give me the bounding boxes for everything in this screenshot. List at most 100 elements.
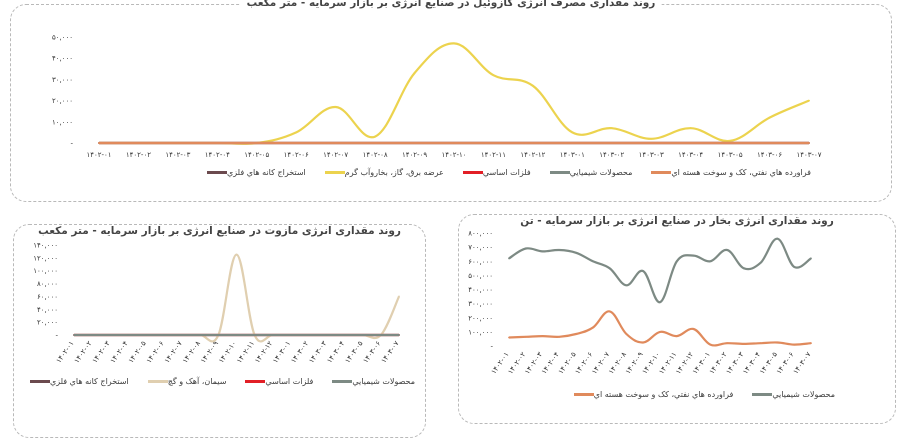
data-point [253, 334, 256, 336]
y-tick-label: ۱۰۰,۰۰۰ [468, 328, 493, 336]
data-point [492, 74, 495, 77]
data-point [163, 334, 166, 336]
series-line [508, 237, 812, 304]
x-tick-label: ۱۴۰۳-۰۷ [792, 350, 813, 375]
legend-item: استخراج کانه هاي فلزي [202, 168, 306, 177]
y-tick-label: ۳۰۰,۰۰۰ [468, 300, 493, 308]
chart-title: روند مقداری انرژی بخار در صنایع انرژی بر… [520, 215, 834, 227]
data-point [413, 72, 416, 74]
y-tick-label: ۴۰,۰۰۰ [52, 55, 73, 63]
data-point [709, 260, 712, 263]
data-point [235, 334, 238, 336]
data-point [531, 84, 534, 87]
data-point [768, 142, 771, 144]
x-tick-label: ۱۴۰۲-۱۱ [481, 151, 506, 159]
data-point [334, 106, 337, 108]
data-point [109, 334, 112, 336]
steam-line-chart: - ۱۰۰,۰۰۰ ۲۰۰,۰۰۰ ۳۰۰,۰۰۰ ۴۰۰,۰۰۰ ۵۰۰,۰۰۰ ۶۰۰,… [468, 230, 813, 376]
x-tick-label: ۱۴۰۲-۱۲ [520, 151, 545, 159]
data-point [689, 142, 692, 144]
x-tick-label: ۱۴۰۲-۰۲ [126, 151, 151, 159]
legend-label: عرضه برق، گاز، بخاروآب گرم [344, 168, 444, 177]
data-point [793, 343, 796, 346]
data-point [759, 261, 762, 264]
x-tick-label: ۱۴۰۲-۰۱ [86, 151, 111, 159]
data-point [625, 333, 628, 335]
data-point [508, 257, 510, 260]
data-point [675, 335, 678, 338]
mazut-line-chart: - ۲۰,۰۰۰ ۴۰,۰۰۰ ۶۰,۰۰۰ ۸۰,۰۰۰ ۱۰۰,۰۰۰ ۱۲۰,۰۰۰ ۱… [33, 242, 401, 365]
data-point [689, 127, 692, 130]
data-point [453, 42, 455, 45]
data-point [73, 334, 75, 336]
data-point [235, 253, 238, 256]
data-point [591, 260, 594, 263]
data-point [271, 334, 274, 336]
data-point [295, 131, 298, 134]
legend-item: فلزات اساسي [458, 168, 531, 177]
y-tick-label: ۲۰,۰۰۰ [52, 97, 73, 105]
data-point [692, 328, 695, 330]
data-point [729, 142, 732, 144]
data-point [343, 334, 346, 336]
data-point [768, 116, 771, 119]
legend-label: محصولات شيميايي [772, 390, 835, 399]
data-point [810, 257, 812, 260]
series-line [74, 253, 401, 343]
data-point [729, 139, 732, 142]
data-point [608, 310, 611, 313]
data-point [793, 266, 796, 268]
data-point [558, 249, 561, 251]
data-point [776, 341, 779, 344]
y-tick-label: ۵۰۰,۰۰۰ [468, 272, 493, 280]
legend-swatch [245, 380, 266, 383]
legend-swatch [549, 171, 570, 174]
mazut-chart-panel: روند مقداری انرژی مازوت در صنایع انرژی ب… [13, 224, 426, 438]
y-tick-label: ۵۰,۰۰۰ [52, 34, 73, 42]
legend-item: عرضه برق، گاز، بخاروآب گرم [320, 168, 444, 177]
x-tick-label: ۱۴۰۳-۰۳ [639, 151, 664, 159]
y-tick-label: ۲۰,۰۰۰ [37, 319, 58, 327]
data-point [808, 142, 810, 144]
data-point [709, 343, 712, 346]
x-tick-label: ۱۴۰۲-۰۶ [284, 151, 309, 159]
y-tick-label: ۱۲۰,۰۰۰ [33, 254, 58, 262]
data-point [610, 142, 613, 144]
x-tick-label: ۱۴۰۲-۰۹ [402, 151, 427, 159]
legend-label: محصولات شيميايي [569, 168, 633, 177]
x-tick-label: ۱۴۰۲-۱۰ [441, 151, 466, 159]
y-tick-label: - [490, 343, 493, 351]
chart-title: روند مقداری انرژی مازوت در صنایع انرژی ب… [38, 225, 401, 237]
legend-swatch [752, 393, 773, 396]
data-point [307, 334, 310, 336]
x-tick-label: ۱۴۰۳-۰۶ [757, 151, 782, 159]
legend-item: محصولات شيميايي [545, 168, 633, 177]
x-tick-label: ۱۴۰۲-۰۳ [165, 151, 190, 159]
legend-item: محصولات شيميايي [327, 377, 415, 386]
legend-label: محصولات شيميايي [352, 377, 415, 386]
x-tick-label: ۱۴۰۳-۰۱ [560, 151, 585, 159]
data-point [726, 342, 729, 345]
data-point [610, 127, 613, 130]
steam-chart-panel: روند مقداری انرژی بخار در صنایع انرژی بر… [458, 214, 896, 424]
data-point [759, 342, 762, 345]
data-point [127, 334, 130, 336]
legend-swatch [207, 171, 227, 174]
y-tick-label: ۴۰,۰۰۰ [37, 306, 58, 314]
y-tick-label: ۱۴۰,۰۰۰ [33, 242, 58, 250]
data-point [575, 251, 578, 254]
legend-swatch [29, 380, 50, 383]
gasoil-line-chart: - ۱۰,۰۰۰ ۲۰,۰۰۰ ۳۰,۰۰۰ ۴۰,۰۰۰ ۵۰,۰۰۰ ۱۴۰۲-۰۱ ۱۴… [52, 34, 822, 160]
chart-title: روند مقداری مصرف انرژی گازوئیل در صنایع … [240, 0, 662, 9]
x-tick-label: ۱۴۰۲-۰۴ [205, 151, 230, 159]
legend-swatch [462, 171, 483, 174]
legend-label: سيمان، آهک و گچ [167, 377, 227, 386]
data-point [776, 237, 779, 240]
x-tick-label: ۱۴۰۲-۰۵ [244, 151, 269, 159]
data-point [591, 326, 594, 329]
legend-swatch [573, 393, 594, 396]
data-point [742, 342, 745, 345]
y-tick-label: ۲۰۰,۰۰۰ [468, 314, 493, 322]
data-point [625, 284, 628, 287]
y-tick-label: ۸۰۰,۰۰۰ [468, 230, 493, 238]
